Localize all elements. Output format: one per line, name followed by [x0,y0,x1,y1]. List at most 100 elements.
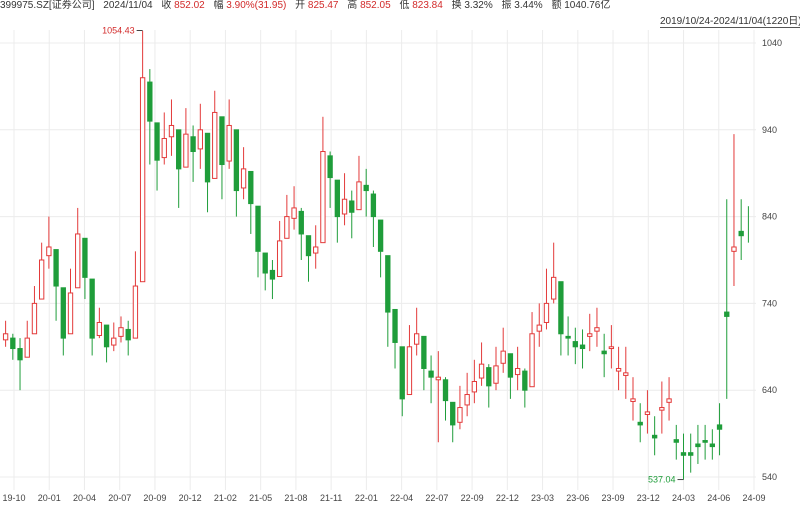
candle-body[interactable] [341,198,348,215]
candle-body[interactable] [594,327,600,332]
candle-body[interactable] [31,302,38,335]
candle-body[interactable] [738,230,744,237]
candle-body[interactable] [666,398,672,403]
candle-body[interactable] [428,370,434,378]
candle-body[interactable] [514,367,521,376]
candle-body[interactable] [543,302,550,323]
candle-body[interactable] [132,285,139,339]
candle-body[interactable] [637,421,643,426]
candle-body[interactable] [204,132,211,183]
candle-body[interactable] [551,276,557,300]
candle-body[interactable] [529,333,535,388]
date-range-text[interactable]: 2019/10/24-2024/11/04(1220日) [660,16,800,28]
candle-body[interactable] [421,335,427,369]
candle-body[interactable] [731,246,737,252]
candle-body[interactable] [89,278,95,339]
candle-body[interactable] [623,372,629,376]
candle-body[interactable] [39,259,45,300]
candle-body[interactable] [651,434,658,439]
candle-body[interactable] [46,246,52,257]
candle-body[interactable] [10,337,16,350]
candle-body[interactable] [291,207,297,219]
candle-body[interactable] [414,333,420,345]
candle-body[interactable] [615,367,622,372]
candle-body[interactable] [680,452,687,456]
candle-body[interactable] [118,327,124,337]
candle-body[interactable] [464,394,470,406]
candle-body[interactable] [688,452,694,456]
candle-body[interactable] [219,116,225,166]
candle-body[interactable] [644,411,651,415]
candle-body[interactable] [363,184,369,192]
candle-body[interactable] [313,246,319,254]
candle-body[interactable] [579,344,586,350]
candle-body[interactable] [147,81,153,122]
candle-body[interactable] [320,151,326,244]
candle-body[interactable] [377,219,384,252]
candle-body[interactable] [60,287,66,339]
candle-body[interactable] [233,129,240,192]
candle-body[interactable] [103,324,110,348]
candle-body[interactable] [154,122,160,161]
candle-body[interactable] [572,341,578,348]
candle-body[interactable] [255,205,261,252]
candle-body[interactable] [673,439,679,443]
candle-body[interactable] [565,335,571,339]
candle-body[interactable] [197,129,203,150]
candle-body[interactable] [53,249,59,287]
candle-body[interactable] [276,240,283,277]
date-range-selector[interactable]: 2019/10/24-2024/11/04(1220日) [660,12,800,28]
candle-body[interactable] [161,137,167,159]
candle-body[interactable] [370,193,377,218]
candle-body[interactable] [406,346,413,396]
candle-body[interactable] [139,77,146,283]
candle-body[interactable] [608,346,615,350]
candle-body[interactable] [659,407,665,411]
candle-body[interactable] [17,348,23,361]
candle-body[interactable] [507,353,514,378]
candle-body[interactable] [240,168,247,189]
candle-body[interactable] [702,440,708,443]
candle-body[interactable] [558,281,564,335]
candle-body[interactable] [75,233,81,289]
candle-body[interactable] [269,269,276,280]
candle-body[interactable] [226,124,232,162]
candle-body[interactable] [125,328,131,341]
candle-body[interactable] [327,155,333,179]
candle-body[interactable] [212,111,218,179]
candle-body[interactable] [478,363,485,379]
candle-body[interactable] [536,324,542,332]
candle-body[interactable] [500,350,506,364]
candle-body[interactable] [168,124,175,138]
candle-body[interactable] [305,235,312,257]
candle-body[interactable] [284,216,290,239]
candle-body[interactable] [176,129,182,170]
candle-body[interactable] [716,424,723,430]
candle-body[interactable] [392,308,398,343]
candle-body[interactable] [630,398,636,402]
candle-body[interactable] [522,370,528,391]
candle-body[interactable] [190,136,196,153]
candle-body[interactable] [471,381,478,393]
candle-body[interactable] [349,200,355,213]
candle-body[interactable] [486,367,492,387]
candle-body[interactable] [385,255,391,313]
candle-body[interactable] [298,210,304,235]
candle-body[interactable] [2,333,9,341]
candles[interactable] [2,30,749,480]
candle-body[interactable] [724,311,730,317]
candle-body[interactable] [587,333,593,337]
candle-body[interactable] [435,376,441,381]
candle-body[interactable] [399,346,405,400]
candle-body[interactable] [450,401,456,426]
candle-body[interactable] [493,365,499,384]
candle-body[interactable] [695,443,701,448]
candle-body[interactable] [457,407,463,423]
candle-body[interactable] [709,443,716,448]
candle-body[interactable] [96,321,103,337]
candle-body[interactable] [67,292,74,335]
candle-body[interactable] [601,350,607,355]
candle-body[interactable] [248,170,254,205]
candle-body[interactable] [262,252,268,274]
